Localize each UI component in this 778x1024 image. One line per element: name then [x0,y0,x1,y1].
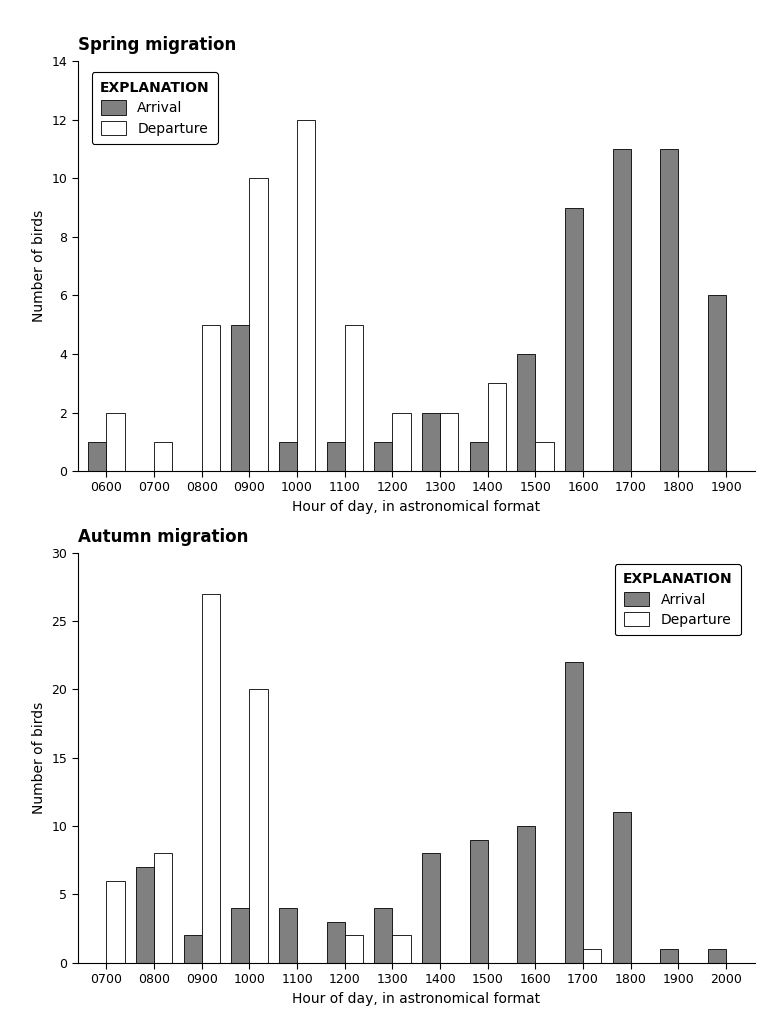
Bar [202,594,220,963]
Bar [517,354,535,471]
Bar [231,325,250,471]
Y-axis label: Number of birds: Number of birds [32,210,46,323]
Legend: Arrival, Departure: Arrival, Departure [615,564,741,635]
Bar [565,663,583,963]
Bar [345,935,363,963]
Bar [154,441,172,471]
Bar [470,840,488,963]
Bar [422,853,440,963]
Bar [612,812,631,963]
Bar [250,689,268,963]
Bar [374,441,392,471]
Bar [88,441,107,471]
Bar [154,853,172,963]
Bar [184,935,202,963]
Bar [392,413,411,471]
Legend: Arrival, Departure: Arrival, Departure [92,73,218,143]
Y-axis label: Number of birds: Number of birds [32,701,46,814]
Bar [202,325,220,471]
Bar [231,908,250,963]
Bar [583,949,601,963]
Bar [327,922,345,963]
Bar [279,908,297,963]
Bar [612,150,631,471]
Bar [136,867,154,963]
Bar [327,441,345,471]
Bar [661,949,678,963]
Bar [517,826,535,963]
Bar [708,296,726,471]
Text: Spring migration: Spring migration [78,36,236,54]
Text: Autumn migration: Autumn migration [78,527,248,546]
Bar [250,178,268,471]
Bar [470,441,488,471]
Bar [440,413,458,471]
Bar [422,413,440,471]
Bar [297,120,315,471]
Bar [661,150,678,471]
Bar [107,881,124,963]
Bar [279,441,297,471]
Bar [374,908,392,963]
Bar [488,383,506,471]
Bar [392,935,411,963]
Bar [535,441,553,471]
Bar [107,413,124,471]
X-axis label: Hour of day, in astronomical format: Hour of day, in astronomical format [293,500,540,514]
Bar [708,949,726,963]
X-axis label: Hour of day, in astronomical format: Hour of day, in astronomical format [293,991,540,1006]
Bar [345,325,363,471]
Bar [565,208,583,471]
